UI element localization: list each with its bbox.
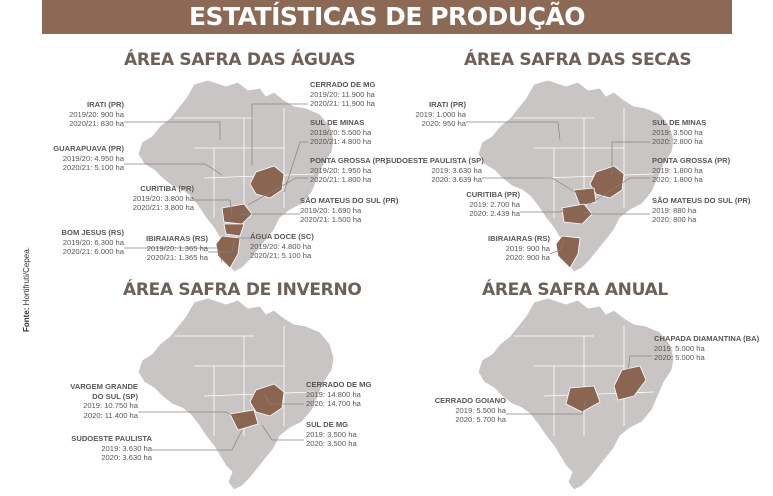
label-agua-doce-aguas: ÁGUA DOCE (SC) 2019/20: 4.800 ha 2020/21… [250, 232, 314, 261]
highlight-sp [573, 187, 597, 207]
highlight-mg [249, 383, 285, 417]
leader-lines [124, 103, 652, 451]
label-sao-mateus-aguas: SÃO MATEUS DO SUL (PR) 2019/20: 1.690 ha… [300, 196, 399, 225]
title-banner: ESTATÍSTICAS DE PRODUÇÃO [42, 0, 732, 34]
map-secas [477, 79, 675, 273]
section-title-secas: ÁREA SAFRA DAS SECAS [464, 50, 692, 70]
label-ponta-grossa-aguas: PONTA GROSSA (PR) 2019/20: 1.950 ha 2020… [310, 156, 389, 185]
label-vargem-grande-inverno: VARGEM GRANDE DO SUL (SP) 2019: 10.750 h… [70, 382, 138, 420]
label-irati-aguas: IRATI (PR) 2019/20: 900 ha 2020/21: 830 … [69, 100, 124, 129]
label-ibiraiaras-aguas: IBIRAIARAS (RS) 2019/20: 1.365 ha 2020/2… [145, 234, 208, 263]
label-sudoeste-paulista-secas: SUDOESTE PAULISTA (SP) 2019: 3.630 ha 20… [386, 156, 484, 185]
highlight-ba [613, 365, 647, 401]
highlight-sp [229, 409, 259, 431]
highlight-pr [221, 203, 253, 225]
label-sudoeste-paulista-inverno: SUDOESTE PAULISTA 2019: 3.630 ha 2020: 3… [71, 434, 152, 463]
map-anual [477, 297, 675, 491]
highlight-rs [555, 235, 581, 269]
label-cerrado-goiano-anual: CERRADO GOIANO 2019: 5.500 ha 2020: 5.70… [434, 396, 506, 425]
page-title: ESTATÍSTICAS DE PRODUÇÃO [188, 2, 586, 31]
label-cerrado-mg-inverno: CERRADO DE MG 2019: 14.800 ha 2020: 14.7… [306, 380, 372, 409]
highlight-sc [223, 223, 245, 237]
label-sao-mateus-secas: SÃO MATEUS DO SUL (PR) 2019: 880 ha 2020… [652, 196, 751, 225]
map-inverno [137, 297, 335, 491]
label-sul-de-minas-secas: SUL DE MINAS 2019: 3.500 ha 2020: 2.800 … [652, 118, 707, 147]
section-title-inverno: ÁREA SAFRA DE INVERNO [123, 280, 362, 300]
label-bom-jesus-aguas: BOM JESUS (RS) 2019/20: 6.300 ha 2020/21… [61, 228, 124, 257]
label-irati-secas: IRATI (PR) 2019: 1.000 ha 2020: 950 ha [415, 100, 466, 129]
label-ibiraiaras-secas: IBIRAIARAS (RS) 2019: 900 ha 2020: 900 h… [487, 234, 550, 263]
label-chapada-diamantina-anual: CHAPADA DIAMANTINA (BA) 2019: 5.000 ha 2… [654, 334, 760, 363]
label-cerrado-mg-aguas: CERRADO DE MG 2019/20: 11.900 ha 2020/21… [310, 80, 376, 109]
label-sul-de-minas-aguas: SUL DE MINAS 2019/20: 5.500 ha 2020/21: … [310, 118, 372, 147]
label-curitiba-secas: CURITIBA (PR) 2019: 2.700 ha 2020: 2.439… [466, 190, 520, 219]
label-curitiba-aguas: CURITIBA (PR) 2019/20: 3.800 ha 2020/21:… [132, 184, 194, 213]
section-title-aguas: ÁREA SAFRA DAS ÁGUAS [124, 50, 356, 70]
label-guarapuava-aguas: GUARAPUAVA (PR) 2019/20: 4.950 ha 2020/2… [53, 144, 124, 173]
label-sul-de-mg-inverno: SUL DE MG 2019: 3.500 ha 2020: 3.500 ha [306, 420, 357, 449]
label-ponta-grossa-secas: PONTA GROSSA (PR) 2019: 1.800 ha 2020: 1… [652, 156, 731, 185]
highlight-mg [589, 165, 625, 199]
highlight-pr [561, 203, 593, 225]
section-title-anual: ÁREA SAFRA ANUAL [482, 280, 668, 300]
highlight-mg [249, 165, 285, 199]
highlight-go [565, 385, 601, 413]
